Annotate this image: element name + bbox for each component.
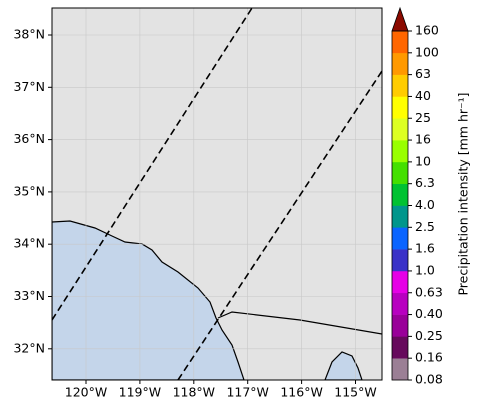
colorbar-tick-label: 6.3 (415, 175, 435, 190)
colorbar-swatch (392, 52, 408, 75)
colorbar: 0.08 0.16 0.25 0.40 0.63 1.0 1.6 2.5 4.0 6.3 10 16 2… (391, 6, 443, 387)
colorbar-tick-label: 40 (415, 88, 431, 103)
map-frame (51, 7, 383, 381)
colorbar-swatch (392, 118, 408, 141)
lat-tick-label: 38°N (13, 27, 45, 42)
colorbar-swatch (392, 249, 408, 272)
swath-edge (52, 8, 253, 321)
colorbar-swatch (392, 336, 408, 359)
map-area (52, 8, 382, 380)
colorbar-swatch (392, 314, 408, 337)
lat-tick-label: 35°N (13, 183, 45, 198)
colorbar-swatch (392, 205, 408, 228)
colorbar-tick-label: 16 (415, 132, 431, 147)
colorbar-tick-label: 0.16 (415, 350, 443, 365)
colorbar-tick-label: 0.63 (415, 284, 443, 299)
colorbar-swatch (392, 227, 408, 250)
colorbar-tick-label: 25 (415, 110, 431, 125)
colorbar-tick-label: 0.40 (415, 306, 443, 321)
colorbar-swatch (392, 161, 408, 184)
colorbar-tick-label: 0.08 (415, 372, 443, 387)
colorbar-tick-label: 0.25 (415, 328, 443, 343)
colorbar-tick-label: 1.0 (415, 262, 435, 277)
colorbar-tick-label: 4.0 (415, 197, 435, 212)
colorbar-swatch (392, 31, 408, 54)
border (217, 311, 382, 335)
lat-tick-label: 36°N (13, 131, 45, 146)
colorbar-swatch (392, 270, 408, 294)
lat-tick-label: 34°N (13, 236, 45, 251)
axes: 120°W 119°W 118°W 117°W 116°W 115°W 38°N 37°N 36… (13, 27, 376, 400)
colorbar-swatch (392, 292, 408, 315)
colorbar-swatch (392, 74, 408, 97)
lon-tick-label: 116°W (280, 385, 322, 400)
colorbar-swatch (392, 358, 408, 381)
colorbar-tick-label: 100 (415, 44, 439, 59)
lon-tick-label: 120°W (65, 385, 107, 400)
colorbar-tick-label: 10 (415, 153, 431, 168)
lat-tick-label: 32°N (13, 340, 45, 355)
colorbar-extend (391, 6, 409, 32)
lon-tick-label: 115°W (334, 385, 376, 400)
colorbar-tick-label: 2.5 (415, 219, 435, 234)
colorbar-tick-label: 160 (415, 23, 439, 38)
colorbar-swatch (392, 96, 408, 119)
colorbar-tick-label: 1.6 (415, 241, 435, 256)
lat-tick-label: 33°N (13, 288, 45, 303)
lon-tick-label: 118°W (173, 385, 215, 400)
colorbar-label: Precipitation intensity [mm hr⁻¹] (456, 92, 471, 295)
colorbar-swatch (392, 183, 408, 206)
lon-tick-label: 117°W (226, 385, 268, 400)
lon-tick-label: 119°W (119, 385, 161, 400)
gulf (324, 351, 363, 380)
colorbar-swatch (392, 140, 408, 163)
lat-tick-label: 37°N (13, 79, 45, 94)
ocean (52, 220, 245, 380)
colorbar-tick-label: 63 (415, 66, 431, 81)
swath-edge (177, 69, 382, 380)
